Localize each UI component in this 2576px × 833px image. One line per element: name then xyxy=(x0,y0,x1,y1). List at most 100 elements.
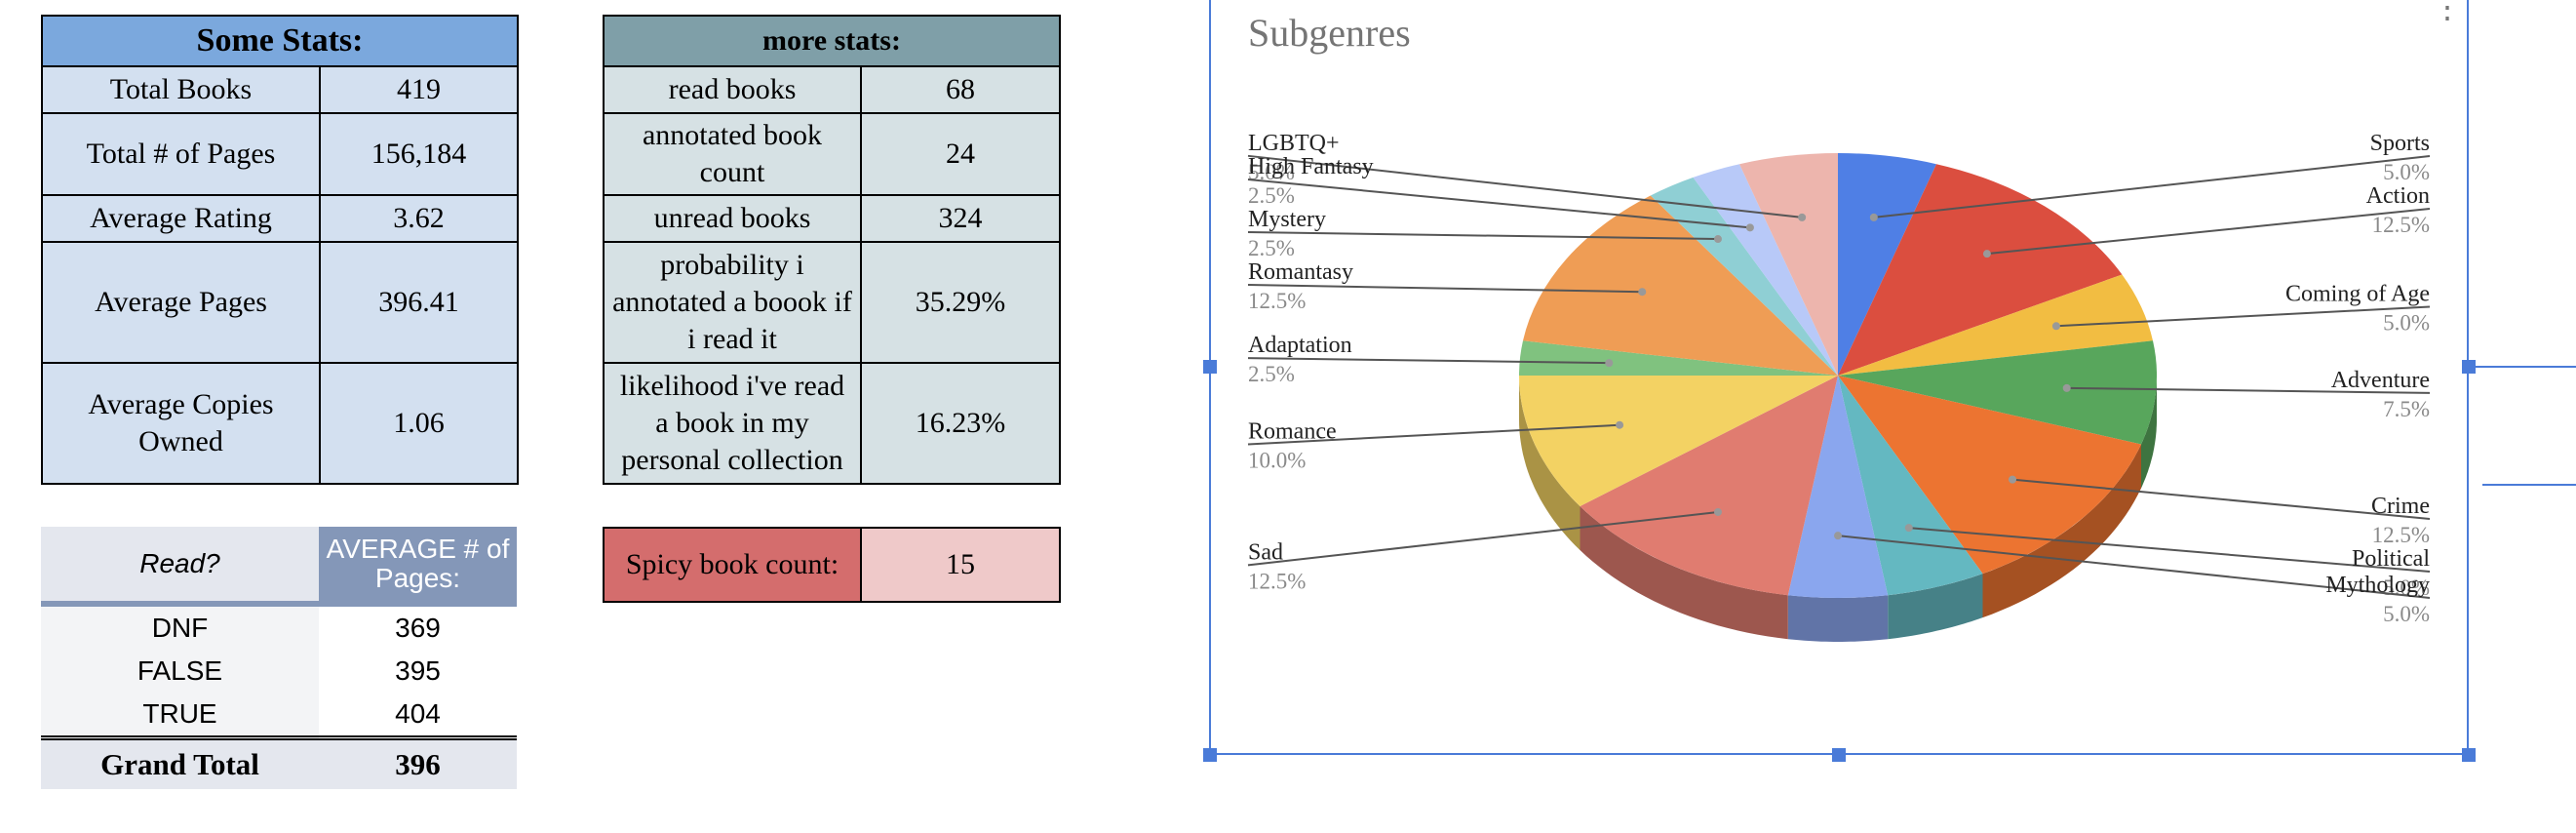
cell-average-pages-label[interactable]: Average Pages xyxy=(41,241,321,364)
pivot-row-label[interactable]: DNF xyxy=(41,604,319,650)
pie-slice-mystery[interactable] xyxy=(1650,177,1838,376)
cell-total-pages-label[interactable]: Total # of Pages xyxy=(41,112,321,196)
pie-slice-adaptation[interactable] xyxy=(1518,340,1838,376)
resize-handle-bottom-right[interactable] xyxy=(2462,748,2476,762)
pie-slice-action[interactable] xyxy=(1838,164,2123,376)
leader-line-lgbtq- xyxy=(1247,154,1803,218)
slice-label-mythology: Mythology xyxy=(2325,573,2430,598)
cell-total-books-value[interactable]: 419 xyxy=(319,65,519,114)
leader-line-political xyxy=(1908,527,2431,573)
leader-dot-mystery xyxy=(1713,235,1722,244)
leader-dot-adventure xyxy=(2062,383,2071,392)
slice-percent-sports: 5.0% xyxy=(2383,160,2430,184)
cell-average-copies-label[interactable]: Average Copies Owned xyxy=(41,362,321,485)
pie-side-sad xyxy=(1580,506,1788,640)
more-stats-title[interactable]: more stats: xyxy=(603,15,1061,67)
slice-label-lgbtq-: LGBTQ+ xyxy=(1248,131,1340,156)
pivot-grand-total-label[interactable]: Grand Total xyxy=(41,735,319,789)
slice-label-adventure: Adventure xyxy=(2331,368,2430,393)
cell-average-rating-value[interactable]: 3.62 xyxy=(319,194,519,243)
slice-percent-adaptation: 2.5% xyxy=(1248,362,1295,386)
cell-average-rating-label[interactable]: Average Rating xyxy=(41,194,321,243)
cell-average-copies-value[interactable]: 1.06 xyxy=(319,362,519,485)
cell-average-pages-value[interactable]: 396.41 xyxy=(319,241,519,364)
cell-probability-value[interactable]: 35.29% xyxy=(860,241,1061,364)
leader-dot-high-fantasy xyxy=(1745,223,1754,232)
spicy-count-label[interactable]: Spicy book count: xyxy=(603,527,862,603)
resize-handle-bottom[interactable] xyxy=(1832,748,1846,762)
cell-probability-label[interactable]: probability i annotated a boook if i rea… xyxy=(603,241,862,364)
leader-line-crime xyxy=(2011,478,2431,520)
cell-unread-books-label[interactable]: unread books xyxy=(603,194,862,243)
pie-side-adventure xyxy=(2141,376,2157,489)
pie-slice-political[interactable] xyxy=(1838,376,1983,596)
slice-percent-romance: 10.0% xyxy=(1248,448,1306,472)
pivot-row-value[interactable]: 369 xyxy=(319,604,517,650)
pie-slice-romance[interactable] xyxy=(1519,376,1838,506)
pie-slice-adventure[interactable] xyxy=(1838,340,2158,445)
pie-slice-lgbtq-[interactable] xyxy=(1739,153,1838,376)
leader-dot-romance xyxy=(1616,420,1624,429)
slice-label-sad: Sad xyxy=(1248,539,1283,565)
cell-total-pages-value[interactable]: 156,184 xyxy=(319,112,519,196)
cell-unread-books-value[interactable]: 324 xyxy=(860,194,1061,243)
pivot-row-label[interactable]: FALSE xyxy=(41,650,319,693)
pie-slice-high-fantasy[interactable] xyxy=(1693,164,1839,376)
leader-line-romantasy xyxy=(1247,284,1643,294)
leader-dot-sad xyxy=(1713,507,1722,516)
pie-slice-mythology[interactable] xyxy=(1787,376,1889,599)
leader-dot-political xyxy=(1904,524,1913,533)
pie-slice-sports[interactable] xyxy=(1838,153,1936,376)
pie-side-political xyxy=(1888,574,1983,640)
cell-likelihood-label[interactable]: likelihood i've read a book in my person… xyxy=(603,362,862,485)
pie-slice-crime[interactable] xyxy=(1838,376,2141,575)
pie-side-romance xyxy=(1519,376,1581,550)
slice-percent-coming-of-age: 5.0% xyxy=(2383,311,2430,336)
spicy-table: Spicy book count: 15 xyxy=(603,527,1061,603)
pivot-row-value[interactable]: 404 xyxy=(319,693,517,738)
pie-side-crime xyxy=(1982,444,2141,618)
connector-line xyxy=(2476,366,2576,368)
cell-total-books-label[interactable]: Total Books xyxy=(41,65,321,114)
cell-read-books-label[interactable]: read books xyxy=(603,65,862,114)
pivot-row-label[interactable]: TRUE xyxy=(41,693,319,738)
resize-handle-left[interactable] xyxy=(1203,360,1217,374)
slice-percent-mythology: 5.0% xyxy=(2383,602,2430,626)
pivot-grand-total-value[interactable]: 396 xyxy=(319,735,517,789)
pivot-row-value[interactable]: 395 xyxy=(319,650,517,693)
pie-side-mythology xyxy=(1787,595,1889,642)
leader-dot-coming-of-age xyxy=(2051,322,2060,331)
leader-line-action xyxy=(1986,208,2431,256)
slice-percent-high-fantasy: 2.5% xyxy=(1248,183,1295,208)
resize-handle-right[interactable] xyxy=(2462,360,2476,374)
pie-side-walls xyxy=(1519,376,2157,642)
slice-label-mystery: Mystery xyxy=(1248,207,1326,232)
cell-likelihood-value[interactable]: 16.23% xyxy=(860,362,1061,485)
slice-percent-crime: 12.5% xyxy=(2372,523,2430,547)
pie-slice-coming-of-age[interactable] xyxy=(1838,274,2153,377)
slice-label-high-fantasy: High Fantasy xyxy=(1248,154,1374,179)
cell-read-books-value[interactable]: 68 xyxy=(860,65,1061,114)
pie-slice-sad[interactable] xyxy=(1580,376,1839,596)
some-stats-title[interactable]: Some Stats: xyxy=(41,15,519,67)
leader-dot-lgbtq- xyxy=(1798,213,1807,221)
resize-handle-bottom-left[interactable] xyxy=(1203,748,1217,762)
slice-label-coming-of-age: Coming of Age xyxy=(2285,282,2430,307)
slice-label-political: Political xyxy=(2352,546,2430,572)
slice-percent-mystery: 2.5% xyxy=(1248,236,1295,260)
slice-label-sports: Sports xyxy=(2370,131,2430,156)
spicy-count-value[interactable]: 15 xyxy=(860,527,1061,603)
leader-dot-action xyxy=(1982,250,1991,258)
pie-slices xyxy=(1518,153,2158,599)
cell-annotated-count-value[interactable]: 24 xyxy=(860,112,1061,196)
leader-line-adventure xyxy=(2066,386,2431,394)
pie-slice-romantasy[interactable] xyxy=(1523,195,1838,377)
slice-percent-adventure: 7.5% xyxy=(2383,397,2430,421)
leader-line-coming-of-age xyxy=(2055,305,2431,328)
pivot-header-avg-pages[interactable]: AVERAGE # of Pages: xyxy=(319,527,517,607)
cell-annotated-count-label[interactable]: annotated book count xyxy=(603,112,862,196)
leader-line-high-fantasy xyxy=(1247,178,1750,229)
leader-dot-mythology xyxy=(1834,532,1842,540)
pivot-header-read[interactable]: Read? xyxy=(41,527,319,607)
